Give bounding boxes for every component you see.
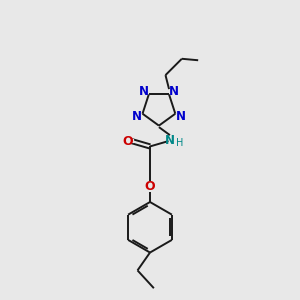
Text: O: O <box>123 135 133 148</box>
Text: N: N <box>139 85 149 98</box>
Text: O: O <box>145 180 155 193</box>
Text: N: N <box>176 110 186 123</box>
Text: N: N <box>165 134 175 147</box>
Text: H: H <box>176 138 183 148</box>
Text: N: N <box>169 85 178 98</box>
Text: N: N <box>132 110 142 123</box>
